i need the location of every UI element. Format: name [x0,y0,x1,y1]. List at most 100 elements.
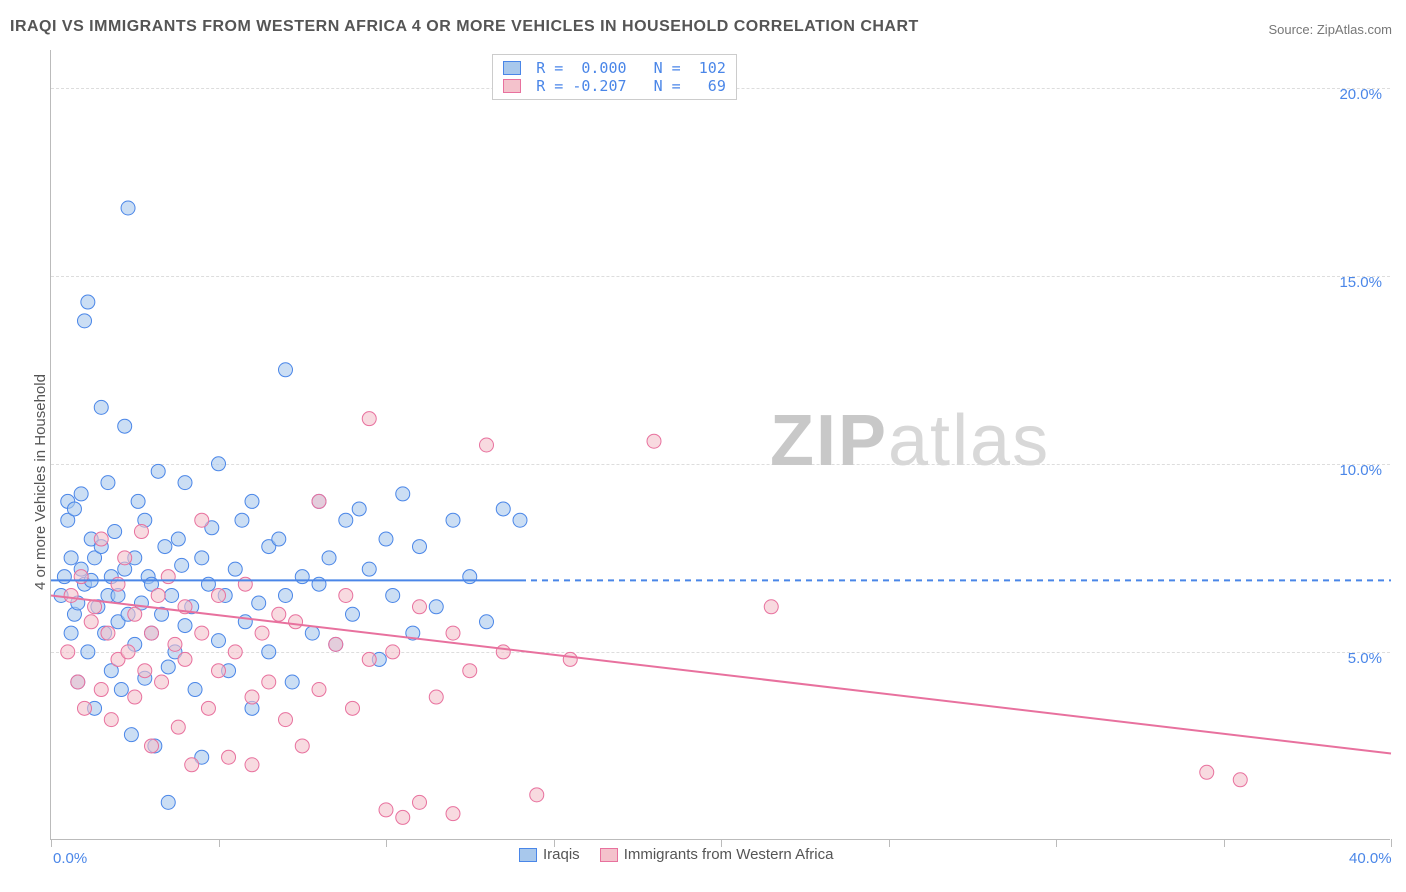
x-tick [219,839,220,847]
data-point [212,588,226,602]
data-point [480,615,494,629]
data-point [74,570,88,584]
x-tick-label: 0.0% [53,850,87,867]
data-point [212,634,226,648]
data-point [312,577,326,591]
data-point [131,494,145,508]
legend-correlation-text: R = -0.207 N = 69 [527,77,726,95]
y-axis-label: 4 or more Vehicles in Household [32,374,49,590]
data-point [279,588,293,602]
data-point [362,562,376,576]
data-point [222,750,236,764]
data-point [111,577,125,591]
data-point [480,438,494,452]
data-point [339,588,353,602]
data-point [463,570,477,584]
data-point [272,532,286,546]
data-point [64,551,78,565]
data-point [151,464,165,478]
data-point [312,683,326,697]
data-point [212,457,226,471]
data-point [262,645,276,659]
data-point [245,494,259,508]
data-point [118,551,132,565]
data-point [312,494,326,508]
data-point [124,728,138,742]
data-point [201,577,215,591]
chart-title: IRAQI VS IMMIGRANTS FROM WESTERN AFRICA … [10,18,919,36]
data-point [496,502,510,516]
data-point [413,795,427,809]
trend-line-solid [51,595,1391,753]
data-point [396,810,410,824]
data-point [94,400,108,414]
data-point [178,476,192,490]
data-point [81,295,95,309]
data-point [161,660,175,674]
data-point [446,626,460,640]
chart-svg [51,50,1391,840]
legend-swatch [519,848,537,862]
data-point [108,525,122,539]
legend-series: IraqisImmigrants from Western Africa [519,846,833,863]
x-tick [1391,839,1392,847]
data-point [413,540,427,554]
data-point [118,419,132,433]
data-point [74,487,88,501]
data-point [513,513,527,527]
data-point [289,615,303,629]
data-point [212,664,226,678]
data-point [201,701,215,715]
data-point [362,412,376,426]
data-point [346,701,360,715]
data-point [101,626,115,640]
chart-plot-area: 5.0%10.0%15.0%20.0%0.0%40.0% [50,50,1390,840]
data-point [188,683,202,697]
data-point [245,690,259,704]
data-point [413,600,427,614]
data-point [161,795,175,809]
legend-item-label: Immigrants from Western Africa [624,846,834,863]
legend-swatch [503,61,521,75]
legend-correlation-row: R = 0.000 N = 102 [503,59,726,77]
x-tick [51,839,52,847]
data-point [78,701,92,715]
data-point [78,314,92,328]
data-point [764,600,778,614]
x-tick-label: 40.0% [1349,850,1392,867]
data-point [429,600,443,614]
data-point [185,758,199,772]
data-point [94,683,108,697]
data-point [262,675,276,689]
data-point [121,201,135,215]
legend-item: Immigrants from Western Africa [600,846,834,863]
data-point [255,626,269,640]
data-point [279,713,293,727]
data-point [138,664,152,678]
legend-correlation-box: R = 0.000 N = 102 R = -0.207 N = 69 [492,54,737,100]
legend-correlation-text: R = 0.000 N = 102 [527,59,726,77]
data-point [238,577,252,591]
data-point [145,739,159,753]
legend-correlation-row: R = -0.207 N = 69 [503,77,726,95]
legend-swatch [503,79,521,93]
data-point [128,607,142,621]
data-point [339,513,353,527]
data-point [496,645,510,659]
data-point [155,675,169,689]
data-point [134,525,148,539]
x-tick [1056,839,1057,847]
data-point [145,626,159,640]
data-point [165,588,179,602]
data-point [446,807,460,821]
data-point [171,720,185,734]
data-point [272,607,286,621]
data-point [151,588,165,602]
data-point [114,683,128,697]
data-point [104,713,118,727]
data-point [195,551,209,565]
data-point [61,645,75,659]
data-point [295,570,309,584]
data-point [362,652,376,666]
data-point [563,652,577,666]
